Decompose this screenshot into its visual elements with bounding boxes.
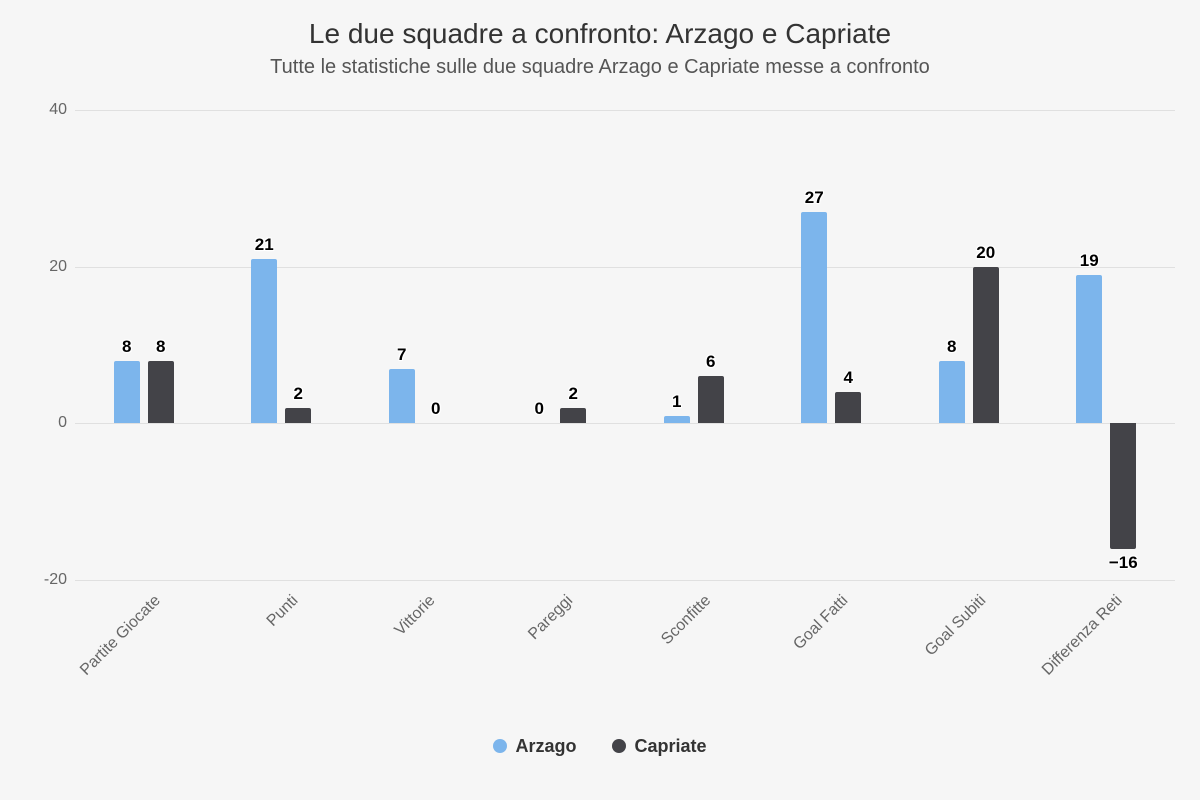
bar-value-label: 2 [268,384,328,404]
legend-swatch [493,739,507,753]
bar [801,212,827,424]
category-group: 27 4 [763,110,901,580]
bar-value-label: 7 [372,345,432,365]
x-axis-tick-label: Punti [264,592,303,631]
legend-swatch [612,739,626,753]
bar [664,416,690,424]
bar-value-label: 19 [1059,251,1119,271]
y-axis-tick-label: 40 [27,101,67,119]
bar-value-label: 21 [234,235,294,255]
bar-value-label: 0 [406,399,466,419]
category-group: 88 [75,110,213,580]
y-axis-tick-label: -20 [27,571,67,589]
x-axis-tick-label: Differenza Reti [1039,592,1126,679]
bars-layer: 8821270021627482019−16 [75,110,1175,580]
bar [285,408,311,424]
chart-container: Le due squadre a confronto: Arzago e Cap… [0,0,1200,800]
y-axis-tick-label: 20 [27,258,67,276]
legend-item[interactable]: Arzago [493,735,576,757]
bar [1076,275,1102,424]
bar [973,267,999,424]
chart-title: Le due squadre a confronto: Arzago e Cap… [0,0,1200,50]
chart-subtitle: Tutte le statistiche sulle due squadre A… [0,56,1200,79]
bar [698,376,724,423]
legend-label: Arzago [515,736,576,756]
bar [1110,423,1136,548]
legend: Arzago Capriate [0,735,1200,757]
x-axis-tick-label: Partite Giocate [77,592,165,680]
category-group: 02 [488,110,626,580]
bar [560,408,586,424]
legend-item[interactable]: Capriate [612,735,706,757]
y-axis-tick-label: 0 [27,414,67,432]
gridline [75,580,1175,581]
category-group: 820 [900,110,1038,580]
bar-value-label: 8 [131,337,191,357]
category-group: 21 2 [213,110,351,580]
bar-value-label: 6 [681,352,741,372]
x-axis-tick-label: Goal Subiti [922,592,990,660]
x-axis-tick-label: Pareggi [525,592,577,644]
bar-value-label: −16 [1093,553,1153,573]
bar [148,361,174,424]
bar [114,361,140,424]
bar [835,392,861,423]
x-axis-tick-label: Goal Fatti [791,592,853,654]
category-group: 19 −16 [1038,110,1176,580]
bar-value-label: 20 [956,243,1016,263]
bar-value-label: 2 [543,384,603,404]
category-group: 16 [625,110,763,580]
x-axis-tick-label: Vittorie [391,592,439,640]
legend-label: Capriate [634,736,706,756]
bar-value-label: 4 [818,368,878,388]
plot-area: -2002040 8821270021627482019−16 [75,110,1175,580]
category-group: 70 [350,110,488,580]
bar-value-label: 27 [784,188,844,208]
bar [939,361,965,424]
x-axis-tick-label: Sconfitte [658,592,715,649]
